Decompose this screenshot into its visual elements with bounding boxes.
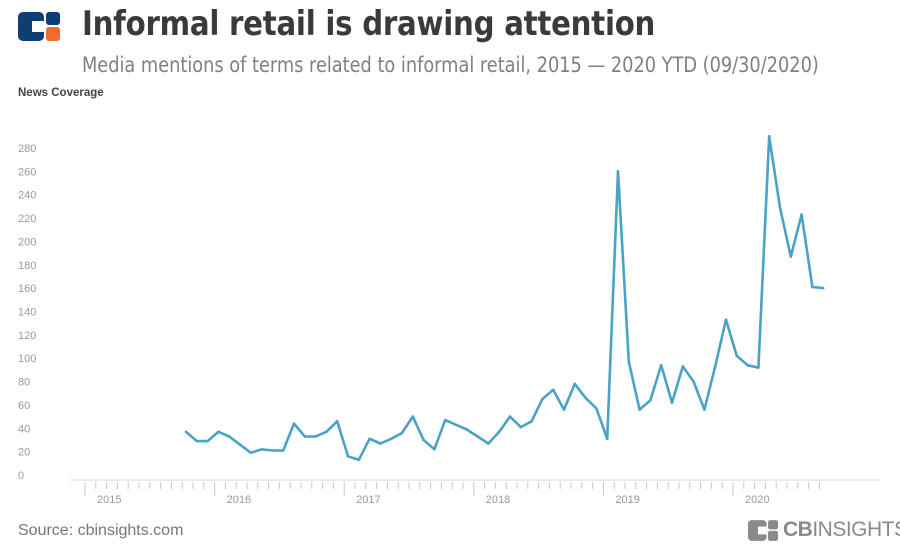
x-tick-label: 2016 <box>227 494 251 506</box>
data-point <box>670 401 674 404</box>
brand-bold: CB <box>783 518 813 541</box>
data-point <box>335 419 339 423</box>
x-tick-label: 2017 <box>356 494 380 506</box>
data-point <box>195 439 199 443</box>
data-point <box>433 448 436 451</box>
y-tick-label: 60 <box>18 400 30 412</box>
data-points <box>184 135 825 462</box>
data-point <box>789 255 793 258</box>
y-tick-label: 120 <box>18 330 36 342</box>
data-point <box>541 397 544 401</box>
data-point <box>659 363 663 367</box>
data-point <box>238 443 242 446</box>
data-point <box>281 449 285 452</box>
logo-blue-small <box>46 12 60 25</box>
data-point <box>184 430 188 434</box>
x-axis: 2015 2016 2017 2018 2019 2020 <box>70 479 880 506</box>
data-point <box>562 408 566 411</box>
data-point <box>476 435 479 438</box>
data-point <box>325 430 328 434</box>
data-point <box>379 442 382 445</box>
data-point <box>249 451 253 455</box>
data-point <box>584 396 587 400</box>
y-tick-label: 180 <box>18 260 36 272</box>
data-point <box>357 458 361 462</box>
data-point <box>454 423 458 427</box>
data-point <box>346 455 350 458</box>
data-point <box>497 430 501 434</box>
brand-wordmark: CBINSIGHTS <box>783 518 900 542</box>
data-point <box>530 419 533 423</box>
y-tick-label: 20 <box>18 447 30 459</box>
data-point <box>746 363 749 367</box>
data-point <box>616 170 620 173</box>
y-tick-label: 40 <box>18 423 30 435</box>
data-point <box>487 442 490 445</box>
y-tick-label: 80 <box>18 377 30 389</box>
data-point <box>508 415 512 418</box>
data-point <box>411 415 415 418</box>
y-tick-label: 220 <box>18 213 36 225</box>
chart-title: Informal retail is drawing attention <box>82 4 656 44</box>
y-tick-label: 0 <box>18 470 24 482</box>
data-point <box>627 360 631 364</box>
data-point <box>303 435 307 438</box>
data-point <box>217 430 220 434</box>
logo-orange-block <box>46 27 60 41</box>
data-point <box>778 206 782 209</box>
data-point <box>649 398 652 402</box>
y-axis-label: News Coverage <box>18 87 104 99</box>
y-tick-label: 140 <box>18 307 36 319</box>
y-axis-ticks: 0 20 40 60 80 100 120 140 160 180 200 220 240 260 280 <box>18 143 36 482</box>
data-point <box>713 365 717 368</box>
data-point <box>206 439 209 443</box>
data-point <box>519 425 523 429</box>
data-point <box>573 382 577 386</box>
data-point <box>389 437 393 441</box>
cb-insights-brand: CBINSIGHTS <box>748 518 900 542</box>
data-point <box>811 285 814 289</box>
data-point <box>692 380 695 383</box>
y-tick-label: 260 <box>18 166 36 178</box>
cb-insights-logo-icon <box>18 12 60 41</box>
data-point <box>735 354 739 358</box>
y-tick-label: 160 <box>18 283 36 295</box>
cb-insights-brand-icon <box>748 519 778 541</box>
data-point <box>703 408 706 411</box>
data-point <box>551 388 555 392</box>
data-point <box>443 418 447 422</box>
y-tick-label: 280 <box>18 143 36 155</box>
data-point <box>724 318 728 321</box>
x-tick-label: 2019 <box>615 494 639 506</box>
logo-blue-block <box>18 12 44 41</box>
data-point <box>314 435 317 438</box>
data-point <box>465 428 469 431</box>
y-tick-label: 200 <box>18 236 36 248</box>
x-tick-label: 2015 <box>97 494 121 506</box>
data-point <box>400 431 404 435</box>
data-point <box>767 135 771 138</box>
data-point <box>681 365 685 368</box>
y-tick-label: 100 <box>18 353 36 365</box>
data-point <box>605 437 609 441</box>
data-point <box>800 213 803 216</box>
data-point <box>757 366 760 369</box>
data-point <box>422 438 425 442</box>
data-point <box>271 449 274 452</box>
brand-rest: INSIGHTS <box>812 518 900 541</box>
data-point <box>595 407 598 410</box>
source-text: Source: cbinsights.com <box>18 522 184 539</box>
data-point <box>821 286 825 290</box>
data-point <box>368 437 371 441</box>
data-point <box>292 422 296 425</box>
data-point <box>227 435 231 438</box>
series-line-news-coverage <box>185 135 824 462</box>
y-tick-label: 240 <box>18 190 36 202</box>
x-tick-label: 2020 <box>745 494 769 506</box>
chart-subtitle: Media mentions of terms related to infor… <box>82 53 819 77</box>
data-point <box>260 448 263 451</box>
x-tick-label: 2018 <box>486 494 510 506</box>
data-point <box>638 408 641 411</box>
